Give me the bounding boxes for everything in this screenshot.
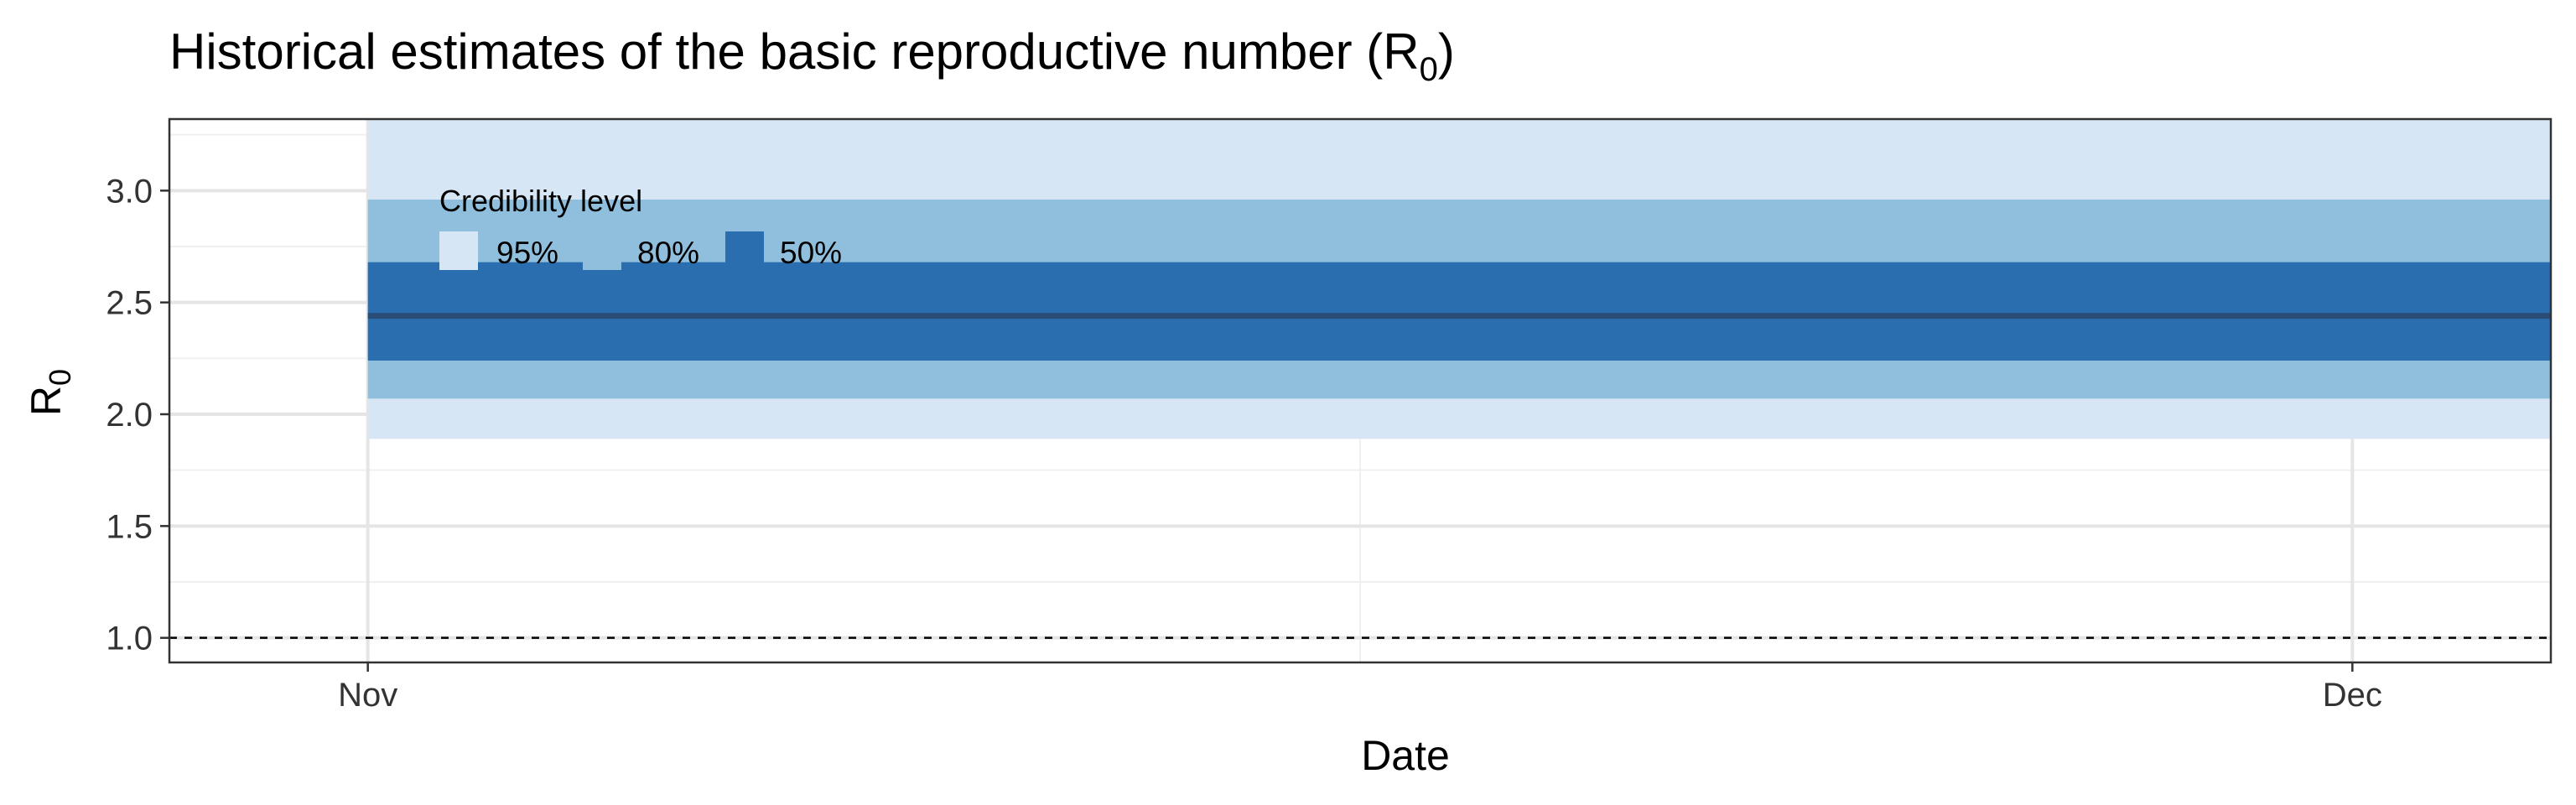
y-tick-label: 1.5	[106, 508, 153, 545]
legend-key-95	[439, 231, 478, 270]
x-tick-label: Nov	[338, 677, 397, 714]
x-tick-label: Dec	[2323, 677, 2382, 714]
legend-label-95: 95%	[496, 236, 558, 270]
legend-key-80	[583, 231, 621, 270]
y-tick-label: 1.0	[106, 621, 153, 657]
panel-border	[168, 117, 2553, 664]
legend-label-50: 50%	[780, 236, 842, 270]
x-axis-label: Date	[1361, 732, 1450, 779]
y-tick-label: 3.0	[106, 173, 153, 210]
y-tick-label: 2.0	[106, 397, 153, 434]
plot-area	[168, 117, 2553, 664]
chart-title: Historical estimates of the basic reprod…	[169, 23, 1455, 88]
y-axis-label: R0	[23, 369, 77, 416]
y-axis: 1.0 1.5 2.0 2.5 3.0	[106, 173, 169, 657]
legend-title: Credibility level	[439, 184, 642, 218]
y-tick-label: 2.5	[106, 285, 153, 322]
legend-key-50	[725, 231, 764, 270]
legend: Credibility level 95% 80% 50%	[439, 184, 842, 270]
legend-label-80: 80%	[637, 236, 699, 270]
band-50	[367, 262, 2551, 361]
x-axis: Nov Dec	[338, 662, 2382, 714]
